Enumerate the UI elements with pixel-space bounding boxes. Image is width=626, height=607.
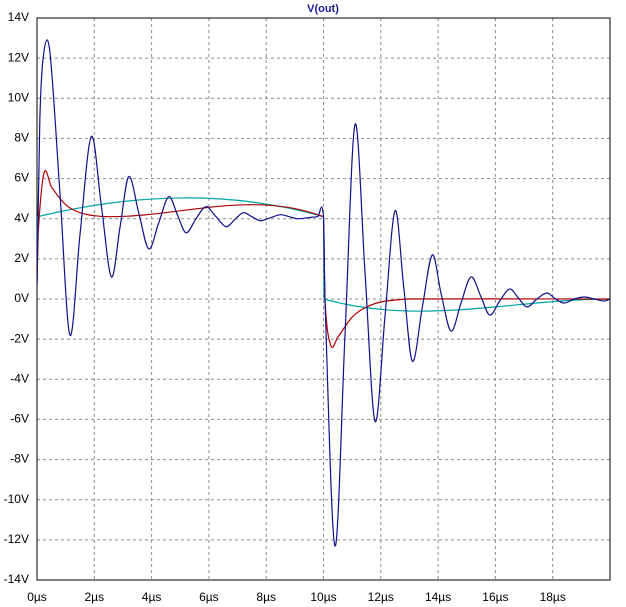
y-tick-label: -6V bbox=[10, 412, 29, 426]
y-tick-label: 8V bbox=[14, 131, 29, 145]
x-tick-label: 12µs bbox=[368, 590, 394, 604]
series-line bbox=[37, 39, 610, 547]
y-tick-label: -14V bbox=[4, 572, 29, 586]
y-tick-label: -8V bbox=[10, 452, 29, 466]
y-tick-label: 14V bbox=[8, 10, 29, 24]
x-tick-label: 0µs bbox=[27, 590, 47, 604]
x-tick-label: 18µs bbox=[540, 590, 566, 604]
x-tick-label: 6µs bbox=[199, 590, 219, 604]
x-tick-label: 14µs bbox=[425, 590, 451, 604]
y-tick-label: -10V bbox=[4, 492, 29, 506]
chart-title: V(out) bbox=[307, 3, 339, 15]
x-tick-label: 4µs bbox=[142, 590, 162, 604]
x-tick-label: 16µs bbox=[482, 590, 508, 604]
y-tick-label: 2V bbox=[14, 251, 29, 265]
y-tick-label: 12V bbox=[8, 50, 29, 64]
y-tick-label: 10V bbox=[8, 90, 29, 104]
y-tick-label: 4V bbox=[14, 211, 29, 225]
y-tick-label: 0V bbox=[14, 291, 29, 305]
x-tick-label: 8µs bbox=[256, 590, 276, 604]
x-tick-label: 10µs bbox=[310, 590, 336, 604]
y-tick-label: -4V bbox=[10, 371, 29, 385]
y-tick-label: -12V bbox=[4, 532, 29, 546]
x-tick-label: 2µs bbox=[85, 590, 105, 604]
y-tick-label: 6V bbox=[14, 171, 29, 185]
y-tick-label: -2V bbox=[10, 331, 29, 345]
